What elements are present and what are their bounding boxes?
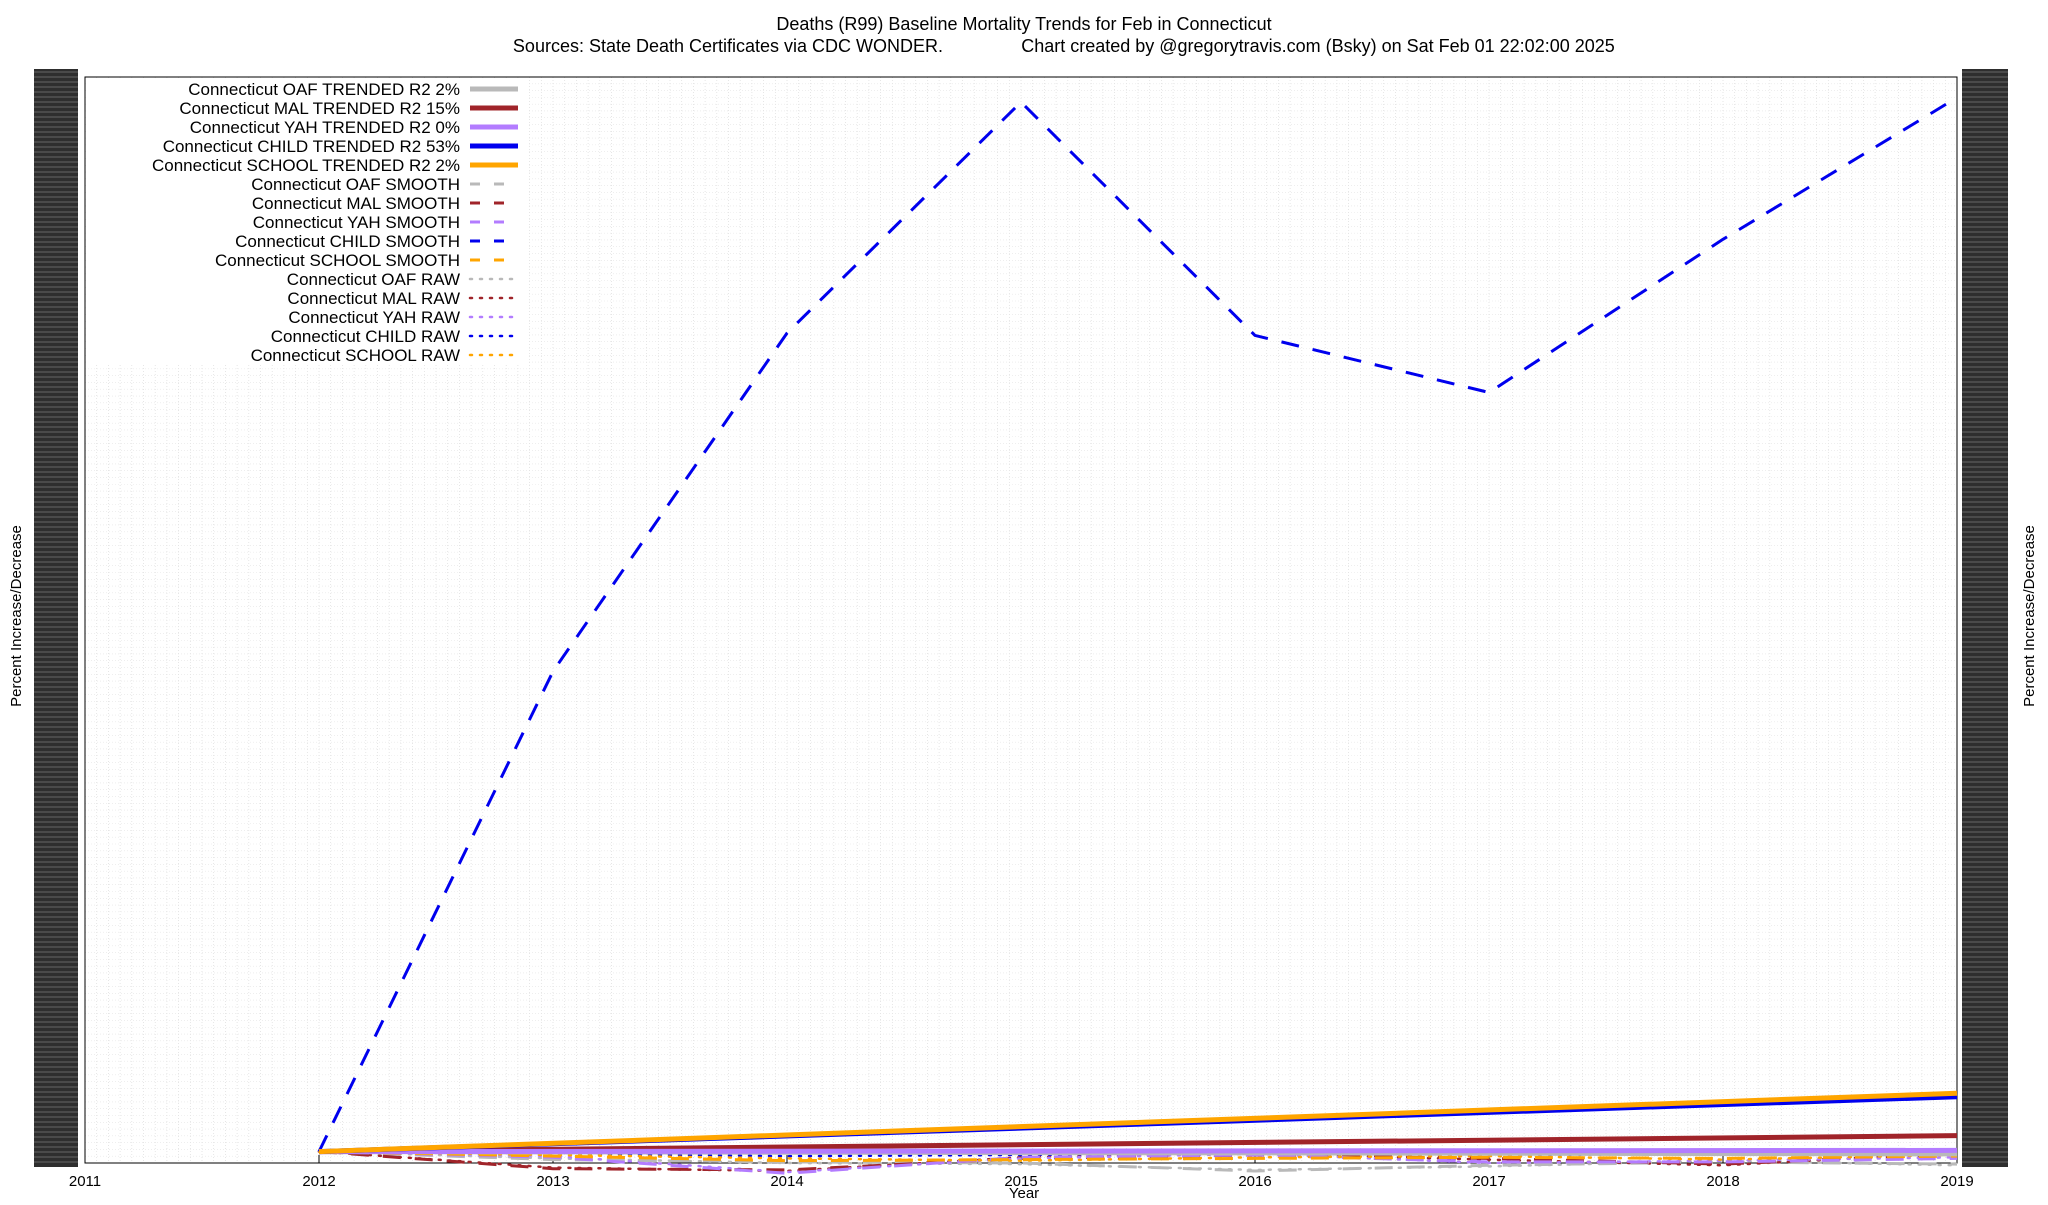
x-tick-label: 2011 bbox=[69, 1173, 101, 1190]
legend-item-label: Connecticut OAF RAW bbox=[287, 270, 460, 289]
series-line-yah-smooth bbox=[318, 1150, 1958, 1175]
series-line-yah-trended bbox=[318, 1147, 1958, 1155]
legend-item-label: Connecticut SCHOOL RAW bbox=[251, 346, 460, 365]
x-tick-label: 2012 bbox=[302, 1173, 335, 1190]
legend-item-label: Connecticut MAL SMOOTH bbox=[252, 194, 460, 213]
legend-item-label: Connecticut OAF SMOOTH bbox=[251, 175, 460, 194]
legend-item-label: Connecticut CHILD SMOOTH bbox=[235, 232, 460, 251]
series-layer bbox=[317, 96, 1959, 1175]
x-tick-label: 2013 bbox=[536, 1173, 569, 1190]
x-tick-label: 2016 bbox=[1238, 1173, 1271, 1190]
legend-item-label: Connecticut MAL TRENDED R2 15% bbox=[179, 99, 460, 118]
y-axis-tick-labels-left bbox=[34, 69, 78, 1167]
legend-item-label: Connecticut OAF TRENDED R2 2% bbox=[188, 80, 460, 99]
y-axis-tick-labels-right bbox=[1962, 69, 2008, 1167]
x-tick-label: 2017 bbox=[1472, 1173, 1505, 1190]
legend-item-label: Connecticut CHILD RAW bbox=[271, 327, 460, 346]
chart-title: Deaths (R99) Baseline Mortality Trends f… bbox=[776, 14, 1271, 34]
legend-item-label: Connecticut YAH RAW bbox=[288, 308, 460, 327]
legend: Connecticut OAF TRENDED R2 2%Connecticut… bbox=[88, 79, 528, 365]
x-tick-label: 2015 bbox=[1004, 1173, 1037, 1190]
x-axis-label: Year bbox=[1009, 1185, 1039, 1200]
x-tick-label: 2014 bbox=[770, 1173, 803, 1190]
x-tick-label: 2018 bbox=[1706, 1173, 1739, 1190]
y-axis-label-right: Percent Increase/Decrease bbox=[2021, 525, 2038, 707]
legend-item-label: Connecticut MAL RAW bbox=[287, 289, 460, 308]
legend-item-label: Connecticut YAH SMOOTH bbox=[253, 213, 460, 232]
series-line-mal-smooth bbox=[318, 1150, 1958, 1172]
series-line-school-smooth bbox=[318, 1150, 1958, 1163]
chart-subtitle-credit: Chart created by @gregorytravis.com (Bsk… bbox=[1021, 36, 1615, 56]
x-tick-label: 2019 bbox=[1940, 1173, 1973, 1190]
series-line-school-trended bbox=[318, 1090, 1958, 1155]
y-tick-band-right bbox=[1962, 69, 2008, 1167]
chart-subtitle-sources: Sources: State Death Certificates via CD… bbox=[513, 36, 943, 56]
legend-background bbox=[88, 79, 528, 364]
legend-item-label: Connecticut SCHOOL TRENDED R2 2% bbox=[152, 156, 460, 175]
y-tick-band-left bbox=[34, 69, 78, 1167]
legend-item-label: Connecticut YAH TRENDED R2 0% bbox=[190, 118, 460, 137]
legend-item-label: Connecticut SCHOOL SMOOTH bbox=[215, 251, 460, 270]
legend-item-label: Connecticut CHILD TRENDED R2 53% bbox=[163, 137, 460, 156]
y-axis-label-left: Percent Increase/Decrease bbox=[8, 525, 25, 707]
